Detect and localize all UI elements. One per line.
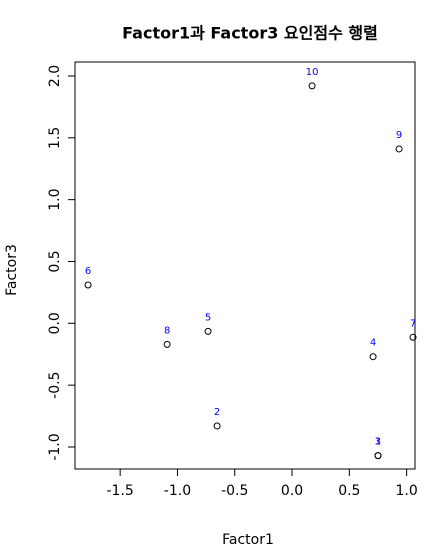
- point: [409, 333, 417, 341]
- y-tick-label: 0.5: [47, 250, 63, 272]
- point-label: 5: [205, 312, 211, 323]
- point: [84, 281, 92, 289]
- y-tick-label: 2.0: [47, 65, 63, 87]
- plot-frame: [74, 61, 416, 470]
- x-tick-label: 0.0: [281, 483, 303, 499]
- x-tick-label: -0.5: [221, 483, 248, 499]
- chart-title: Factor1과 Factor3 요인점수 행렬: [122, 24, 378, 43]
- point: [204, 327, 212, 335]
- point-label: 4: [370, 338, 376, 349]
- y-tick-label: -1.0: [47, 433, 63, 460]
- point: [395, 145, 403, 153]
- point-label: 3: [375, 437, 381, 448]
- point-label: 8: [164, 325, 170, 336]
- point: [369, 353, 377, 361]
- point: [308, 82, 316, 90]
- x-tick-label: 1.0: [396, 483, 418, 499]
- point-label: 2: [214, 407, 220, 418]
- point-label: 10: [306, 67, 319, 78]
- x-tick-label: -1.0: [164, 483, 191, 499]
- point-label: 1: [375, 437, 381, 448]
- y-tick-label: 1.5: [47, 127, 63, 149]
- y-axis-label: Factor3: [4, 244, 20, 296]
- point-label: 9: [396, 130, 402, 141]
- point-label: 6: [85, 266, 91, 277]
- point: [374, 452, 382, 460]
- y-tick-label: -0.5: [47, 371, 63, 398]
- y-tick-label: 1.0: [47, 189, 63, 211]
- point: [213, 422, 221, 430]
- x-tick-label: 0.5: [338, 483, 360, 499]
- point: [163, 340, 171, 348]
- x-tick-label: -1.5: [106, 483, 133, 499]
- x-axis-label: Factor1: [222, 532, 274, 548]
- point-label: 7: [410, 318, 416, 329]
- y-tick-label: 0.0: [47, 312, 63, 334]
